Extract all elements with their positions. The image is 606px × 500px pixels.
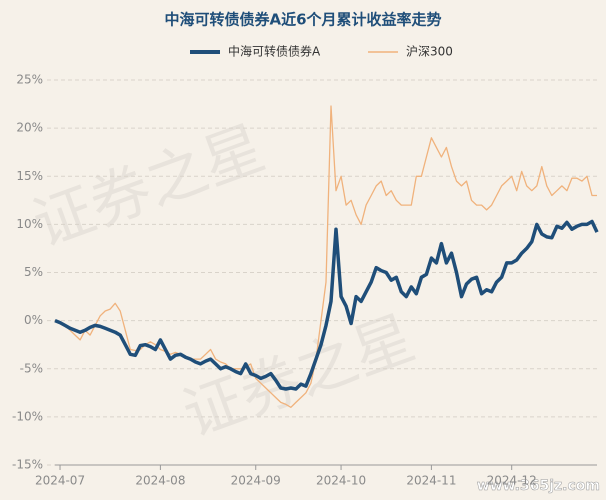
x-tick-label: 2024-11 bbox=[406, 474, 456, 488]
x-tick-label: 2024-12 bbox=[487, 474, 537, 488]
y-tick-label: 10% bbox=[16, 217, 43, 231]
y-tick-label: -5% bbox=[20, 361, 43, 375]
site-watermark: www.365jz.com bbox=[477, 478, 600, 494]
y-tick-label: 15% bbox=[16, 169, 43, 183]
y-tick-label: 0% bbox=[24, 313, 43, 327]
y-tick-label: 5% bbox=[24, 265, 43, 279]
y-tick-label: -10% bbox=[12, 409, 43, 423]
legend-label: 沪深300 bbox=[406, 45, 453, 59]
watermark: 证券之星 bbox=[24, 113, 273, 261]
x-tick-label: 2024-10 bbox=[316, 474, 366, 488]
x-tick-label: 2024-07 bbox=[35, 474, 85, 488]
y-tick-label: 25% bbox=[16, 73, 43, 87]
watermark: 证券之星 bbox=[174, 303, 423, 451]
y-tick-label: -15% bbox=[12, 458, 43, 472]
y-tick-label: 20% bbox=[16, 121, 43, 135]
chart-title: 中海可转债债券A近6个月累计收益率走势 bbox=[164, 11, 441, 29]
legend-label: 中海可转债债券A bbox=[228, 44, 321, 59]
x-tick-label: 2024-09 bbox=[231, 474, 281, 488]
x-tick-label: 2024-08 bbox=[135, 474, 185, 488]
series-line bbox=[54, 219, 599, 391]
